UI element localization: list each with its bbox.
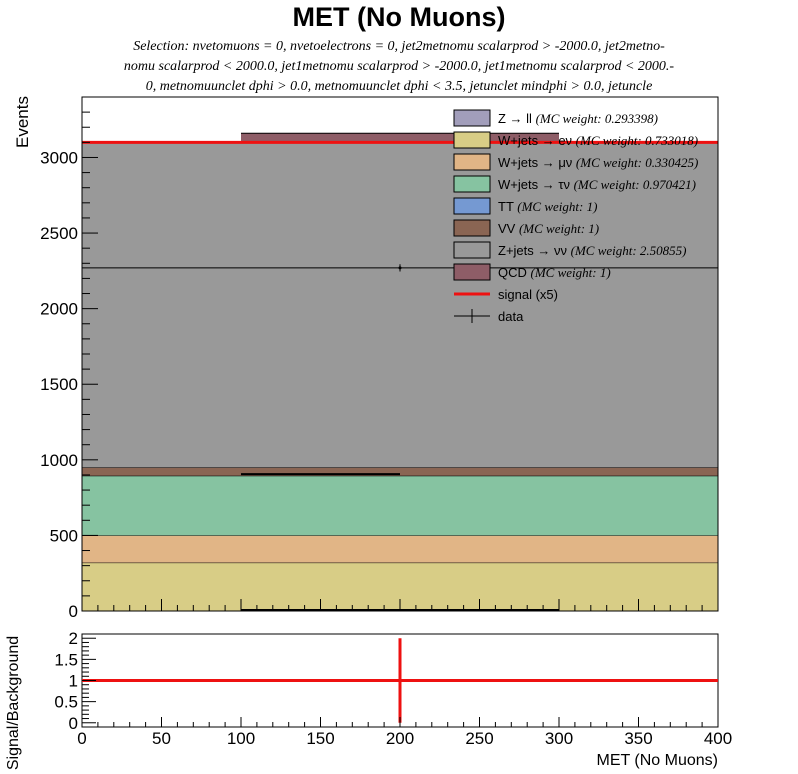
legend-label-3: W+jets → τν (MC weight: 0.970421) [498, 177, 696, 192]
legend-weight-3: (MC weight: 0.970421) [574, 177, 696, 192]
legend-label-2: W+jets → μν (MC weight: 0.330425) [498, 155, 698, 170]
bottom-ytick-label-3: 1.5 [54, 650, 78, 669]
legend-swatch-1 [453, 131, 491, 149]
legend-label-1: W+jets → eν (MC weight: 0.733018) [498, 133, 698, 148]
legend-weight-1: (MC weight: 0.733018) [576, 133, 698, 148]
legend-swatch-6 [453, 241, 491, 259]
data-point [398, 266, 402, 270]
selection-line-2: nomu scalarprod < 2000.0, jet1metnomu sc… [123, 59, 675, 74]
legend-swatch-3 [453, 175, 491, 193]
legend-swatch-5 [453, 219, 491, 237]
stack-bar-2 [82, 475, 718, 536]
bottom-xtick-label-0: 0 [77, 729, 86, 748]
top-ytick-label-4: 2000 [40, 300, 78, 319]
top-ytick-label-0: 0 [69, 602, 78, 621]
legend-label-4: TT (MC weight: 1) [498, 199, 597, 214]
top-ytick-label-5: 2500 [40, 224, 78, 243]
stack-bar-5 [82, 142, 718, 468]
top-ylabel: Events [13, 96, 32, 148]
legend-label-6: Z+jets → νν (MC weight: 2.50855) [498, 243, 687, 258]
legend-data-label: data [498, 309, 524, 324]
bottom-xtick-label-7: 350 [624, 729, 652, 748]
chart-title: MET (No Muons) [292, 2, 506, 32]
bottom-xtick-label-2: 100 [227, 729, 255, 748]
stack-bar-1 [82, 535, 718, 563]
top-ytick-label-1: 500 [50, 526, 78, 545]
selection-line-1: Selection: nvetomuons = 0, nvetoelectron… [133, 39, 665, 54]
bottom-ytick-label-2: 1 [69, 672, 78, 691]
legend-swatch-7 [453, 263, 491, 281]
top-ytick-label-6: 3000 [40, 148, 78, 167]
legend-weight-2: (MC weight: 0.330425) [576, 155, 698, 170]
legend-label-5: VV (MC weight: 1) [498, 221, 599, 236]
bottom-xlabel: MET (No Muons) [596, 752, 718, 769]
bottom-xtick-label-4: 200 [386, 729, 414, 748]
qcd-segment [241, 133, 559, 143]
bottom-ytick-label-0: 0 [69, 714, 78, 733]
bottom-xtick-label-3: 150 [306, 729, 334, 748]
top-ytick-label-2: 1000 [40, 451, 78, 470]
legend-label-0: Z → ll (MC weight: 0.293398) [498, 111, 658, 126]
bottom-xtick-label-8: 400 [704, 729, 732, 748]
legend-swatch-2 [453, 153, 491, 171]
legend-signal-label: signal (x5) [498, 287, 558, 302]
bottom-xtick-label-1: 50 [152, 729, 171, 748]
legend-swatch-4 [453, 197, 491, 215]
bottom-ytick-label-4: 2 [69, 629, 78, 648]
legend-weight-6: (MC weight: 2.50855) [571, 243, 687, 258]
selection-line-3: 0, metnomuunclet dphi > 0.0, metnomuuncl… [145, 79, 653, 94]
legend-weight-5: (MC weight: 1) [519, 221, 599, 236]
bottom-ylabel: Signal/Background [5, 636, 22, 770]
legend-weight-7: (MC weight: 1) [531, 265, 611, 280]
bottom-ytick-label-1: 0.5 [54, 693, 78, 712]
legend-swatch-0 [453, 109, 491, 127]
legend-label-7: QCD (MC weight: 1) [498, 265, 611, 280]
legend-weight-0: (MC weight: 0.293398) [536, 111, 658, 126]
top-ytick-label-3: 1500 [40, 375, 78, 394]
stack-bar-4 [82, 467, 718, 476]
bottom-xtick-label-5: 250 [465, 729, 493, 748]
bottom-xtick-label-6: 300 [545, 729, 573, 748]
legend-weight-4: (MC weight: 1) [517, 199, 597, 214]
